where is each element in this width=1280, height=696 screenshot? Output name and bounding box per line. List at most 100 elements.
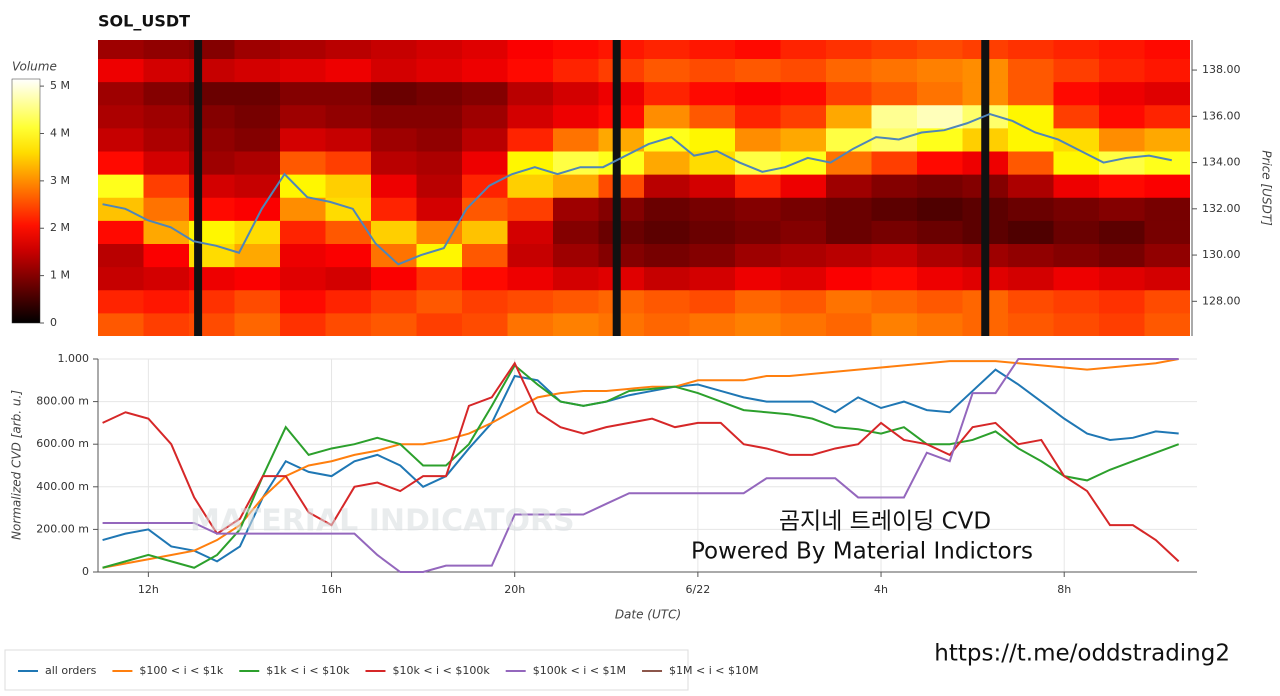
heat-cell (143, 243, 190, 268)
heat-cell (871, 289, 918, 314)
y2-tick-label: 134.00 (1202, 156, 1241, 169)
colorbar-tick-label: 5 M (50, 79, 70, 92)
heat-cell (234, 58, 281, 83)
heat-cell (1053, 81, 1100, 106)
heat-cell (1053, 58, 1100, 83)
heat-cell (598, 174, 645, 198)
heat-cell (780, 58, 827, 83)
heat-cell (325, 174, 372, 198)
heat-cell (143, 312, 190, 336)
heat-cell (644, 243, 690, 268)
heat-cell (826, 243, 872, 268)
heat-cell (1053, 197, 1100, 221)
series-line (102, 363, 1180, 569)
heat-cell (1144, 81, 1190, 106)
heat-cell (917, 197, 963, 221)
heat-cell (371, 174, 417, 198)
heat-cell (325, 151, 372, 175)
heat-cell (1008, 312, 1054, 336)
heat-cell (280, 127, 326, 152)
legend-label: $100 < i < $1k (139, 664, 223, 677)
data-gap (612, 40, 621, 336)
heat-cell (234, 104, 281, 129)
heat-cell (1144, 266, 1190, 291)
heat-cell (371, 127, 417, 152)
heat-cell (462, 243, 508, 268)
heat-cell (371, 289, 417, 314)
heat-cell (416, 104, 463, 129)
heat-cell (553, 151, 599, 175)
heat-cell (98, 81, 144, 106)
heat-cell (1053, 40, 1100, 59)
heat-cell (371, 266, 417, 291)
heat-cell (325, 266, 372, 291)
legend-label: all orders (45, 664, 97, 677)
heat-cell (325, 289, 372, 314)
heat-cell (780, 40, 827, 59)
y-tick-label: 600.00 m (36, 437, 89, 450)
heat-cell (1144, 220, 1190, 244)
heat-cell (689, 151, 736, 175)
heat-cell (1144, 40, 1190, 59)
heat-cell (598, 312, 645, 336)
heat-cell (735, 197, 781, 221)
heat-cell (1099, 40, 1145, 59)
heat-cell (507, 58, 554, 83)
heat-cell (234, 151, 281, 175)
heat-cell (143, 174, 190, 198)
heat-cell (371, 40, 417, 59)
heat-cell (553, 40, 599, 59)
heat-cell (1099, 174, 1145, 198)
heat-cell (644, 58, 690, 83)
heat-cell (462, 151, 508, 175)
heat-cell (826, 40, 872, 59)
heat-cell (689, 220, 736, 244)
heat-cell (644, 127, 690, 152)
heat-cell (689, 104, 736, 129)
heat-cell (143, 197, 190, 221)
heat-cell (507, 127, 554, 152)
heat-cell (826, 289, 872, 314)
annotation: Powered By Material Indictors (691, 539, 1033, 565)
heat-cell (462, 174, 508, 198)
heat-cell (1144, 197, 1190, 221)
heat-cell (1099, 312, 1145, 336)
heat-cell (644, 151, 690, 175)
heat-cell (280, 243, 326, 268)
colorbar-tick-label: 1 M (50, 269, 70, 282)
heat-cell (1144, 151, 1190, 175)
heat-cell (98, 220, 144, 244)
heat-cell (98, 197, 144, 221)
y-axis-label: Normalized CVD [arb. u.] (10, 390, 24, 540)
heat-cell (234, 289, 281, 314)
heat-cell (598, 266, 645, 291)
legend: all orders $100 < i < $1k $1k < i < $10k $1… (18, 664, 758, 677)
heat-cell (1008, 151, 1054, 175)
heat-cell (462, 220, 508, 244)
heat-cell (462, 104, 508, 129)
heat-cell (917, 289, 963, 314)
x-tick-label: 4h (874, 583, 888, 596)
series-line (102, 368, 1179, 563)
heat-cell (826, 197, 872, 221)
heat-cell (553, 220, 599, 244)
heat-cell (507, 40, 554, 59)
heat-cell (143, 40, 190, 59)
heat-cell (416, 312, 463, 336)
heat-cell (598, 289, 645, 314)
heat-cell (280, 220, 326, 244)
heat-cell (644, 40, 690, 59)
heat-cell (1008, 104, 1054, 129)
legend-label: $1M < i < $10M (669, 664, 758, 677)
heat-cell (1008, 81, 1054, 106)
heat-cell (1053, 289, 1100, 314)
heat-cell (234, 40, 281, 59)
series-line (102, 358, 1179, 573)
heat-cell (553, 127, 599, 152)
x-tick-label: 12h (138, 583, 159, 596)
heat-cell (826, 127, 872, 152)
y2-axis-label: Price [USDT] (1260, 150, 1274, 226)
heat-cell (917, 40, 963, 59)
heat-cell (507, 104, 554, 129)
heat-cell (507, 289, 554, 314)
